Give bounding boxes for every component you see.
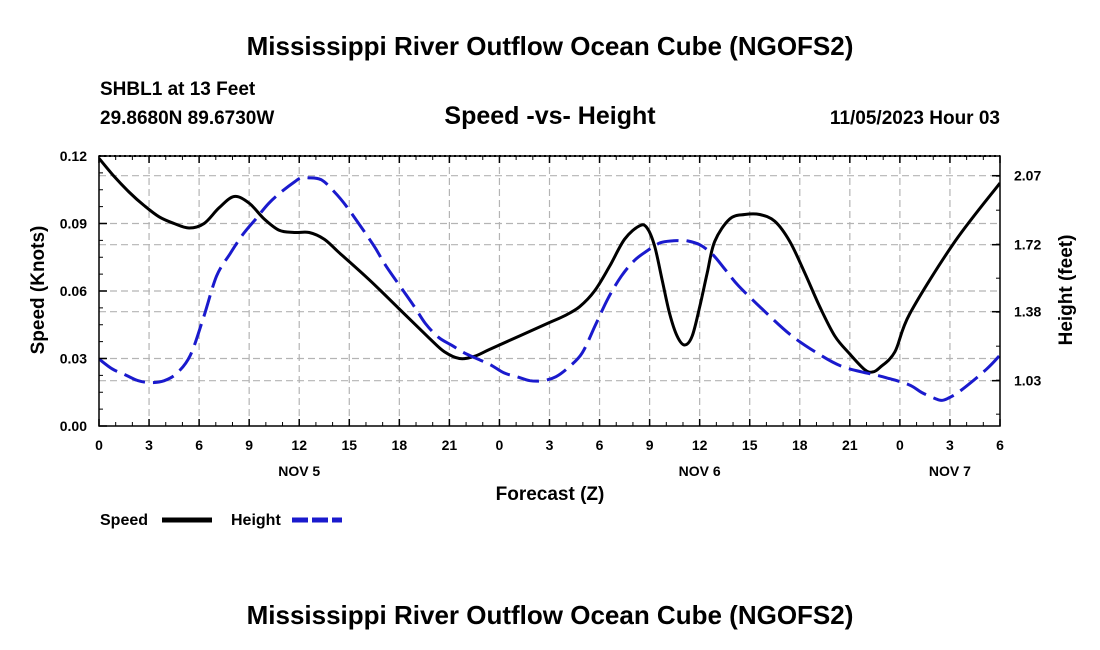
y-tick-label: 0.06 (60, 283, 87, 299)
series-line-speed (99, 157, 1000, 374)
axes: 0 3 6 9 12 15 18 21 0 3 6 9 12 15 18 21 0 3 6 0.00 0.03 0.06 0… (60, 148, 1042, 479)
x-tick-label: 0 (95, 437, 103, 453)
date-label: NOV 6 (679, 463, 721, 479)
y2-tick-label: 1.38 (1014, 304, 1041, 320)
series-layer (99, 157, 1000, 402)
x-tick-label: 3 (145, 437, 153, 453)
x-tick-label: 18 (792, 437, 808, 453)
y-tick-label: 0.00 (60, 418, 87, 434)
date-label: NOV 7 (929, 463, 971, 479)
y-tick-label: 0.03 (60, 351, 87, 367)
y-tick-label: 0.09 (60, 216, 87, 232)
y2-tick-label: 1.72 (1014, 237, 1041, 253)
x-tick-label: 6 (996, 437, 1004, 453)
x-tick-label: 15 (742, 437, 758, 453)
x-tick-label: 6 (596, 437, 604, 453)
x-tick-label: 18 (392, 437, 408, 453)
x-axis-label: Forecast (Z) (496, 484, 605, 505)
series-line-height (99, 175, 1000, 402)
grid-lines (99, 156, 1000, 426)
chart-subtitle: Speed -vs- Height (444, 102, 656, 130)
date-label: NOV 5 (278, 463, 320, 479)
x-tick-label: 9 (245, 437, 253, 453)
x-tick-label: 3 (946, 437, 954, 453)
station-label: SHBL1 at 13 Feet (100, 79, 256, 100)
x-tick-label: 15 (341, 437, 357, 453)
x-tick-label: 12 (692, 437, 708, 453)
x-tick-label: 0 (496, 437, 504, 453)
x-tick-label: 12 (291, 437, 307, 453)
chart-title: Mississippi River Outflow Ocean Cube (NG… (247, 31, 854, 61)
x-tick-label: 0 (896, 437, 904, 453)
station-coords: 29.8680N 89.6730W (100, 108, 274, 129)
legend: Speed Height (100, 512, 342, 529)
y2-tick-label: 2.07 (1014, 168, 1041, 184)
bottom-title: Mississippi River Outflow Ocean Cube (NG… (247, 600, 854, 630)
forecast-datetime: 11/05/2023 Hour 03 (830, 108, 1000, 129)
x-tick-label: 21 (442, 437, 458, 453)
x-tick-label: 9 (646, 437, 654, 453)
y2-tick-label: 1.03 (1014, 373, 1041, 389)
x-tick-label: 21 (842, 437, 858, 453)
legend-label-speed: Speed (100, 512, 148, 529)
x-tick-label: 3 (546, 437, 554, 453)
y2-axis-label: Height (feet) (1056, 235, 1077, 346)
y-axis-label: Speed (Knots) (28, 226, 49, 355)
x-tick-label: 6 (195, 437, 203, 453)
legend-label-height: Height (231, 512, 281, 529)
y-tick-label: 0.12 (60, 148, 87, 164)
